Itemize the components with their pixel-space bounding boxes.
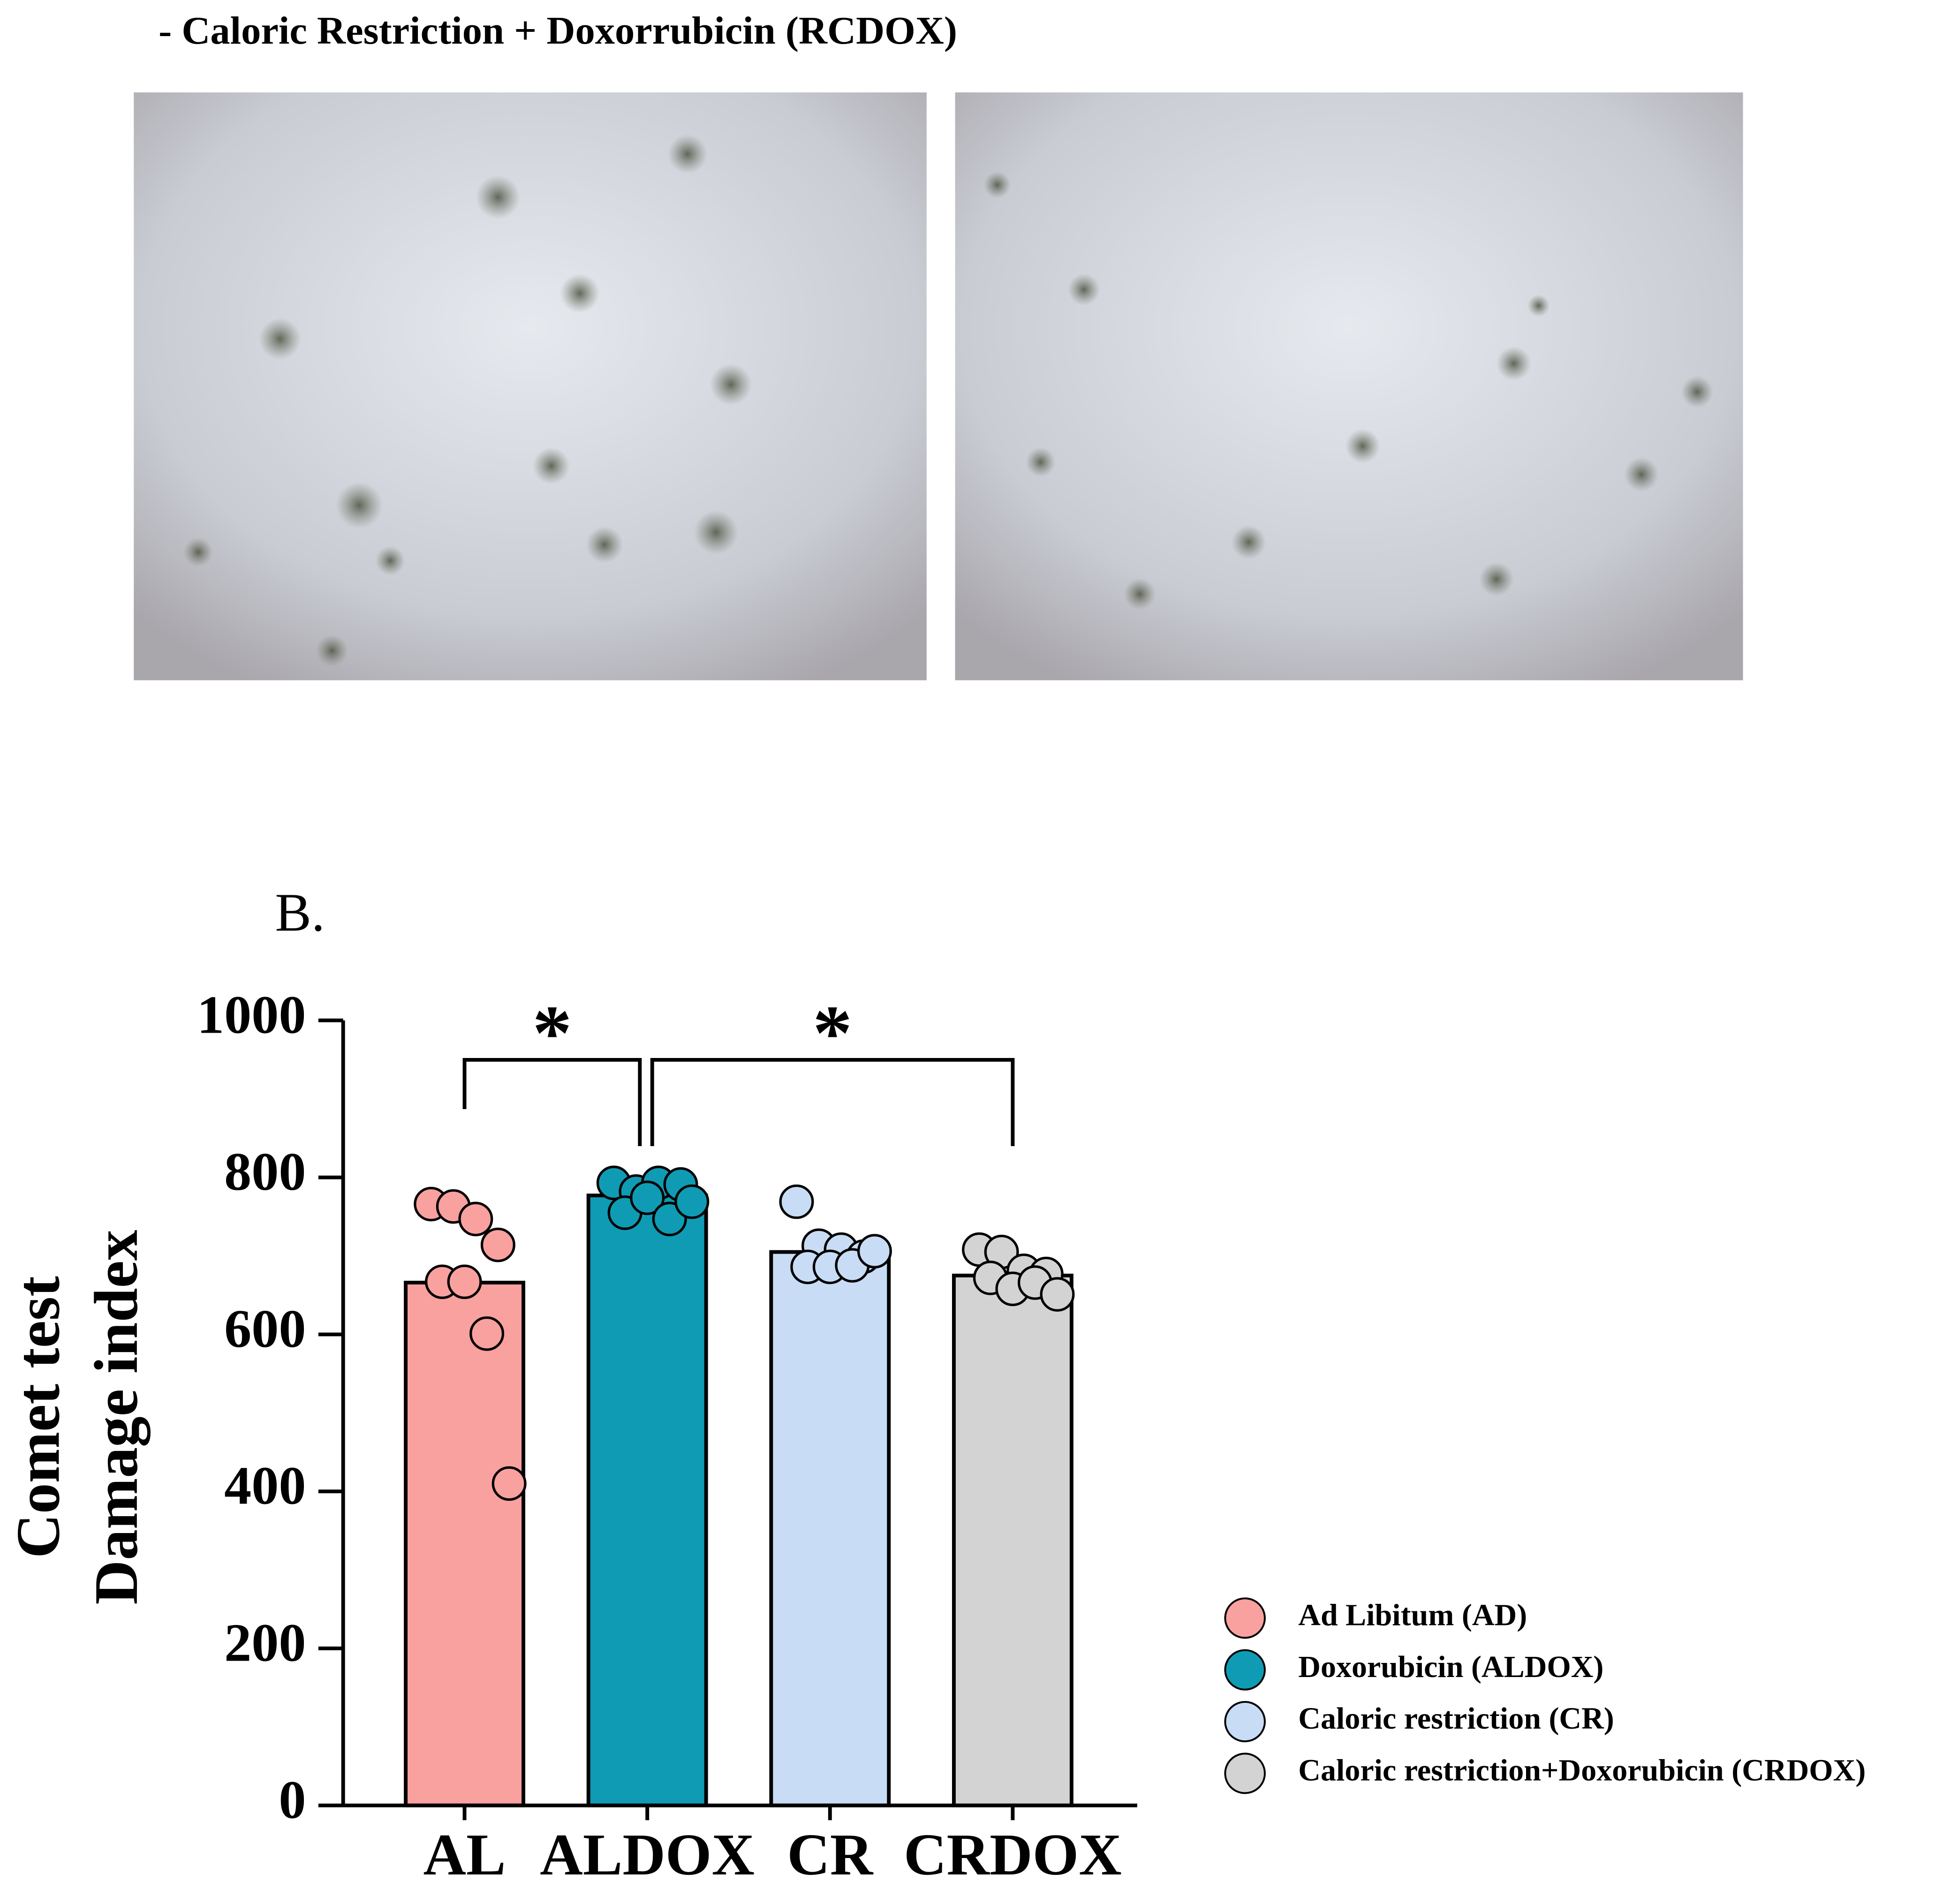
data-point: [458, 1201, 493, 1237]
y-axis-label: Damage index: [83, 1230, 151, 1604]
bar: [769, 1250, 891, 1807]
legend-marker: [1224, 1597, 1266, 1639]
legend-label: Doxorubicin (ALDOX): [1298, 1650, 1603, 1684]
legend-label: Caloric restriction+Doxorubicin (CRDOX): [1298, 1753, 1866, 1788]
data-point: [674, 1184, 710, 1219]
legend-marker: [1224, 1753, 1266, 1794]
bar: [404, 1280, 525, 1807]
significance-label: *: [532, 990, 572, 1077]
data-point: [630, 1180, 665, 1215]
x-tick-label: ALDOX: [540, 1822, 755, 1888]
y-axis-label: Comet test: [4, 1276, 72, 1558]
y-tick-label: 600: [224, 1299, 306, 1359]
legend-marker: [1224, 1701, 1266, 1743]
bar: [586, 1194, 708, 1807]
data-point: [480, 1227, 515, 1262]
y-tick-label: 800: [224, 1142, 306, 1202]
y-tick-label: 0: [279, 1770, 306, 1830]
caption: - Caloric Restriction + Doxorrubicin (RC…: [159, 9, 957, 53]
significance-bracket: [462, 1058, 642, 1146]
legend-label: Caloric restriction (CR): [1298, 1701, 1614, 1736]
legend-marker: [1224, 1649, 1266, 1691]
data-point: [857, 1234, 892, 1269]
data-point: [469, 1316, 505, 1351]
legend-label: Ad Libitum (AD): [1298, 1598, 1527, 1632]
data-point: [1040, 1277, 1075, 1312]
x-tick-label: CR: [787, 1822, 874, 1888]
y-tick-label: 1000: [197, 985, 306, 1045]
bar: [952, 1273, 1073, 1807]
micrograph: [955, 92, 1743, 680]
data-point: [779, 1184, 814, 1219]
micrograph: [134, 92, 927, 680]
panel-label: B.: [275, 883, 325, 943]
x-tick-label: CRDOX: [904, 1822, 1122, 1888]
significance-bracket: [650, 1058, 1015, 1146]
y-tick-label: 400: [224, 1456, 306, 1516]
significance-label: *: [813, 990, 853, 1077]
x-tick-label: AL: [423, 1822, 506, 1888]
data-point: [491, 1466, 527, 1501]
data-point: [447, 1264, 482, 1300]
y-tick-label: 200: [224, 1613, 306, 1673]
